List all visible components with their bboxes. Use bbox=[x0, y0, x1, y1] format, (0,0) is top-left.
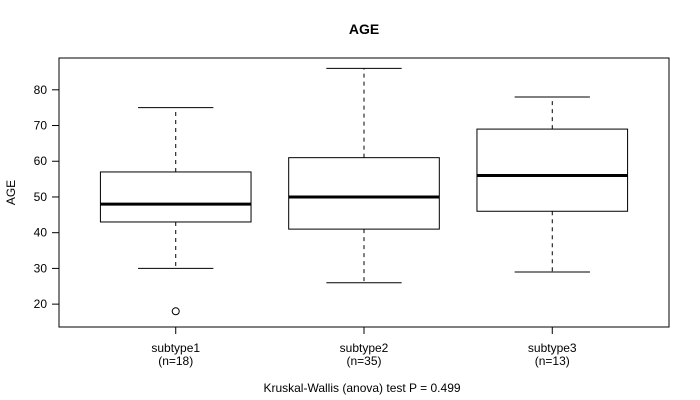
y-tick-label: 30 bbox=[34, 261, 48, 275]
box-iqr bbox=[99, 171, 252, 223]
kruskal-wallis-annotation: Kruskal-Wallis (anova) test P = 0.499 bbox=[263, 381, 460, 395]
outlier-point bbox=[171, 307, 180, 316]
y-tick-label: 20 bbox=[34, 297, 48, 311]
y-tick-label: 70 bbox=[34, 119, 48, 133]
category-sublabel: (n=35) bbox=[346, 354, 381, 368]
category-sublabel: (n=13) bbox=[535, 354, 570, 368]
y-tick-label: 40 bbox=[34, 226, 48, 240]
y-tick-label: 60 bbox=[34, 154, 48, 168]
box-iqr bbox=[476, 128, 629, 212]
chart-title: AGE bbox=[349, 21, 379, 37]
y-tick-label: 80 bbox=[34, 83, 48, 97]
category-label: subtype3 bbox=[528, 341, 577, 355]
category-label: subtype2 bbox=[340, 341, 389, 355]
box-iqr bbox=[288, 157, 440, 230]
chart-content: 20 30 40 50 60 70 80 subtype1(n=18) subtype2(n=3… bbox=[34, 67, 629, 368]
y-axis-label: AGE bbox=[4, 180, 18, 205]
y-tick-label: 50 bbox=[34, 190, 48, 204]
category-sublabel: (n=18) bbox=[158, 354, 193, 368]
category-label: subtype1 bbox=[151, 341, 200, 355]
